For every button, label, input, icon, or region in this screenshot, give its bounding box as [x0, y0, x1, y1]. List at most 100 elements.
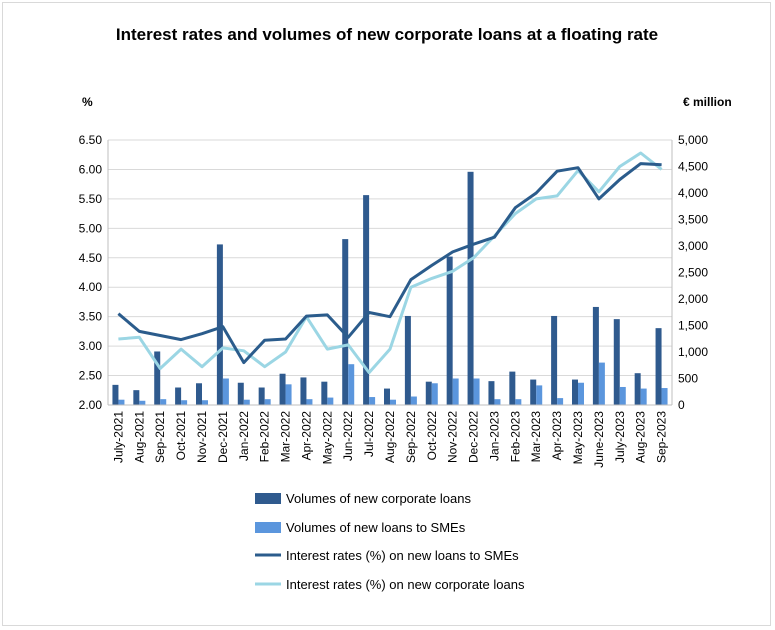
bar-sme-volume — [515, 399, 522, 405]
bar-corporate-volume — [446, 256, 453, 405]
left-tick-label: 4.50 — [79, 251, 103, 265]
bar-corporate-volume — [467, 171, 474, 405]
bar-corporate-volume — [321, 381, 328, 405]
bar-sme-volume — [369, 397, 376, 405]
right-tick-label: 4,000 — [678, 186, 708, 200]
right-tick-label: 3,500 — [678, 213, 708, 227]
x-tick-label: Mar-2023 — [529, 411, 543, 463]
bar-corporate-volume — [530, 379, 537, 405]
bar-sme-volume — [118, 399, 125, 405]
bar-corporate-volume — [551, 315, 558, 405]
bar-corporate-volume — [216, 244, 223, 405]
bar-corporate-volume — [363, 195, 370, 405]
bar-corporate-volume — [279, 373, 286, 405]
bar-corporate-volume — [258, 387, 265, 405]
bar-corporate-volume — [655, 328, 662, 405]
bar-corporate-volume — [613, 319, 620, 405]
right-tick-label: 0 — [678, 398, 685, 412]
right-tick-label: 4,500 — [678, 160, 708, 174]
bar-sme-volume — [160, 399, 167, 405]
x-tick-label: Oct-2022 — [425, 411, 439, 461]
bar-sme-volume — [306, 399, 313, 405]
legend-swatch — [255, 522, 281, 533]
left-tick-label: 2.00 — [79, 398, 103, 412]
x-tick-label: Dec-2022 — [467, 411, 481, 463]
legend: Volumes of new corporate loans Volumes of… — [255, 491, 525, 592]
x-tick-label: Dec-2021 — [216, 411, 230, 463]
x-tick-label: Sep-2023 — [655, 411, 669, 463]
line-sme-rates — [117, 162, 662, 365]
right-tick-label: 2,500 — [678, 266, 708, 280]
left-tick-label: 2.50 — [79, 369, 103, 383]
lines — [117, 151, 663, 375]
x-tick-label: Nov-2022 — [446, 411, 460, 463]
left-tick-label: 3.50 — [79, 310, 103, 324]
bar-corporate-volume — [384, 388, 390, 405]
x-tick-label: July-2023 — [613, 411, 627, 463]
x-tick-label: Aug-2022 — [383, 411, 397, 463]
legend-entry: Interest rates (%) on new loans to SMEs — [286, 548, 519, 563]
x-tick-label: Sep-2022 — [404, 411, 418, 463]
left-tick-label: 4.00 — [79, 280, 103, 294]
x-tick-label: June-2023 — [592, 411, 606, 468]
left-axis-label: % — [82, 95, 93, 109]
right-tick-label: 1,000 — [678, 345, 708, 359]
right-axis: 0 500 1,000 1,500 2,000 2,500 3,000 3,500 4,000 4… — [671, 133, 708, 412]
bar-corporate-volume — [634, 373, 641, 405]
x-tick-label: Aug-2023 — [634, 411, 648, 463]
x-tick-label: Mar-2022 — [279, 411, 293, 463]
bar-corporate-volume — [592, 306, 599, 405]
x-tick-label: Jun-2022 — [341, 411, 355, 461]
right-tick-label: 5,000 — [678, 133, 708, 147]
x-tick-label: July-2021 — [111, 411, 125, 463]
bar-corporate-volume — [572, 379, 578, 405]
bar-corporate-volume — [175, 387, 182, 405]
x-tick-label: Apr-2022 — [299, 411, 313, 461]
x-tick-label: Jul-2022 — [362, 411, 376, 457]
right-axis-label: € million — [683, 95, 732, 109]
bar-corporate-volume — [342, 239, 349, 405]
bar-corporate-volume — [300, 377, 307, 405]
x-tick-label: Jan-2022 — [237, 411, 251, 461]
legend-entry: Interest rates (%) on new corporate loan… — [286, 577, 525, 592]
bar-corporate-volume — [112, 384, 119, 405]
bar-corporate-volume — [196, 383, 202, 405]
bar-sme-volume — [578, 382, 584, 405]
bar-sme-volume — [557, 398, 564, 405]
bar-sme-volume — [410, 396, 417, 405]
right-tick-label: 1,500 — [678, 319, 708, 333]
bar-sme-volume — [661, 388, 668, 405]
bar-corporate-volume — [488, 381, 495, 405]
right-tick-label: 2,000 — [678, 292, 708, 306]
left-tick-label: 6.50 — [79, 133, 103, 147]
left-tick-label: 5.00 — [79, 221, 103, 235]
bar-sme-volume — [390, 399, 396, 405]
left-tick-label: 5.50 — [79, 192, 103, 206]
x-tick-label: Feb-2023 — [508, 411, 522, 463]
bar-sme-volume — [431, 383, 438, 405]
bar-sme-volume — [598, 362, 605, 405]
right-tick-label: 500 — [678, 372, 698, 386]
bar-sme-volume — [452, 378, 459, 405]
bar-corporate-volume — [509, 371, 516, 405]
legend-swatch — [255, 493, 281, 504]
x-tick-label: May-2022 — [320, 411, 334, 465]
right-tick-label: 3,000 — [678, 239, 708, 253]
x-tick-label: Jan-2023 — [487, 411, 501, 461]
bars — [112, 171, 668, 405]
bar-sme-volume — [243, 399, 250, 405]
bar-sme-volume — [494, 399, 501, 405]
bar-sme-volume — [202, 400, 208, 405]
bar-sme-volume — [348, 364, 355, 405]
bar-corporate-volume — [425, 381, 432, 405]
bar-sme-volume — [473, 378, 480, 405]
line-corporate-rates — [118, 151, 663, 375]
chart-title: Interest rates and volumes of new corpor… — [116, 25, 658, 44]
bar-sme-volume — [619, 386, 626, 405]
x-tick-label: May-2023 — [571, 411, 585, 465]
left-tick-label: 6.00 — [79, 162, 103, 176]
left-axis: 2.00 2.50 3.00 3.50 4.00 4.50 5.00 5.50 6.00 6.50 — [79, 133, 109, 412]
bar-corporate-volume — [404, 315, 411, 405]
